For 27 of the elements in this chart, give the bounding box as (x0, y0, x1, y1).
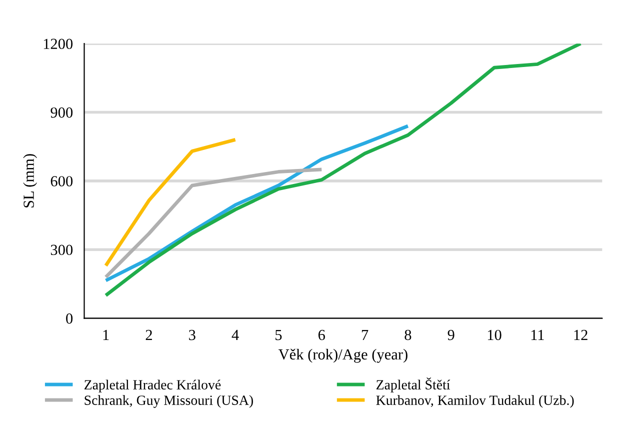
x-tick-label: 7 (362, 330, 368, 340)
y-tick-label: 1200 (44, 38, 73, 50)
y-tick-label: 0 (66, 313, 73, 324)
x-tick-label: 1 (103, 330, 109, 340)
x-tick-label: 9 (448, 330, 454, 340)
line-series (104, 138, 238, 268)
x-axis-title: Věk (rok)/Age (year) (278, 348, 408, 363)
legend-label: Schrank, Guy Missouri (USA) (84, 395, 253, 408)
x-tick-label: 4 (232, 330, 239, 340)
x-tick-label: 10 (488, 330, 502, 340)
y-axis-title: SL (mm) (23, 154, 38, 208)
line-series (104, 44, 582, 298)
y-tick-label: 300 (50, 244, 73, 256)
y-tick-label: 600 (50, 176, 73, 186)
line-series (104, 124, 410, 282)
x-tick-label: 2 (146, 330, 152, 340)
legend-label: Kurbanov, Kamilov Tudakul (Uzb.) (376, 395, 574, 408)
y-tick-label: 900 (50, 107, 73, 118)
x-tick-label: 11 (531, 330, 544, 340)
x-tick-label: 3 (189, 330, 196, 340)
x-tick-label: 12 (574, 330, 588, 340)
line-series (104, 168, 324, 279)
x-tick-label: 6 (318, 330, 325, 340)
x-tick-label: 8 (404, 330, 412, 340)
legend-label: Zapletal Štětí (376, 377, 450, 392)
legend-label: Zapletal Hradec Králové (84, 380, 221, 392)
x-tick-label: 5 (276, 330, 282, 340)
